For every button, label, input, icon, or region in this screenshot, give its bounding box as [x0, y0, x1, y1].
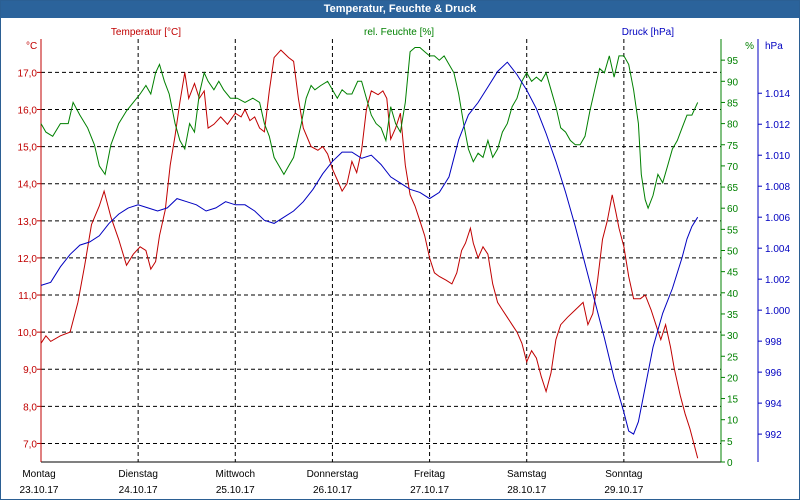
x-axis-day-label: Dienstag: [118, 469, 157, 480]
pressure-axis-ticks: 992 994 996 998 1.000 1.002 1.004 1.006 1.008 1.0…: [758, 41, 790, 441]
temperature-axis-ticks: 7,0 8,0 9,0 10,0 11,0 12,0 13,0 14,0 15,0 16,0 17,…: [18, 41, 41, 450]
pressure-tick-label: 1.002: [765, 275, 790, 286]
humidity-tick-label: 5: [727, 437, 733, 448]
series-layer: [40, 47, 699, 459]
x-axis-date-label: 24.10.17: [119, 485, 158, 496]
x-axis-date-label: 27.10.17: [410, 485, 449, 496]
chart-title: Temperatur, Feuchte & Druck: [1, 1, 799, 18]
x-axis-day-label: Samstag: [507, 469, 546, 480]
humidity-tick-label: 35: [727, 310, 739, 321]
x-axis-date-label: 25.10.17: [216, 485, 255, 496]
series-temperature-line: [40, 49, 699, 459]
humidity-tick-label: 40: [727, 289, 739, 300]
humidity-axis-ticks: 0 5 10 15 20 25 30 35 40 45 50 55 60 65 70 75 80 85 90 95%: [721, 41, 754, 469]
x-axis-date-label: 28.10.17: [507, 485, 546, 496]
humidity-tick-label: 15: [727, 395, 739, 406]
x-axis-day-label: Sonntag: [605, 469, 642, 480]
x-axis-day-label: Freitag: [414, 469, 445, 480]
pressure-tick-label: 994: [765, 399, 782, 410]
plot-frame: [40, 39, 759, 463]
pressure-tick-label: 1.010: [765, 151, 790, 162]
temperature-tick-label: 10,0: [18, 328, 38, 339]
pressure-tick-label: 1.000: [765, 306, 790, 317]
temperature-tick-label: 11,0: [18, 291, 37, 302]
humidity-tick-label: 60: [727, 204, 739, 215]
humidity-tick-label: 30: [727, 331, 739, 342]
temperature-tick-label: 13,0: [18, 217, 38, 228]
x-axis-day-label: Montag: [22, 469, 55, 480]
humidity-tick-label: 0: [727, 458, 733, 469]
pressure-tick-label: 992: [765, 430, 782, 441]
temperature-tick-label: 12,0: [18, 254, 38, 265]
series-pressure-line: [40, 61, 699, 435]
humidity-tick-label: 45: [727, 268, 739, 279]
humidity-unit: %: [745, 41, 754, 52]
pressure-tick-label: 998: [765, 337, 782, 348]
humidity-tick-label: 70: [727, 162, 739, 173]
temperature-unit: °C: [26, 41, 37, 52]
humidity-tick-label: 80: [727, 120, 739, 131]
pressure-unit: hPa: [765, 41, 783, 52]
x-axis-day-label: Donnerstag: [307, 469, 359, 480]
pressure-tick-label: 1.014: [765, 89, 790, 100]
pressure-tick-label: 1.006: [765, 213, 790, 224]
pressure-tick-label: 1.008: [765, 182, 790, 193]
humidity-tick-label: 65: [727, 183, 739, 194]
temperature-tick-label: 15,0: [18, 143, 38, 154]
x-axis-date-label: 29.10.17: [604, 485, 643, 496]
humidity-tick-label: 50: [727, 247, 739, 258]
x-axis-date-label: 26.10.17: [313, 485, 352, 496]
humidity-tick-label: 90: [727, 77, 739, 88]
temperature-tick-label: 7,0: [23, 439, 37, 450]
x-axis-day-label: Mittwoch: [216, 469, 255, 480]
humidity-tick-label: 55: [727, 225, 739, 236]
pressure-tick-label: 996: [765, 368, 782, 379]
grid: [41, 39, 721, 462]
humidity-tick-label: 10: [727, 416, 739, 427]
temperature-tick-label: 14,0: [18, 180, 38, 191]
axis-headers: Temperatur [°C] rel. Feuchte [%] Druck [hP…: [111, 27, 674, 38]
humidity-tick-label: 25: [727, 352, 739, 363]
pressure-tick-label: 1.012: [765, 120, 790, 131]
x-axis-date-label: 23.10.17: [20, 485, 59, 496]
humidity-tick-label: 75: [727, 141, 739, 152]
series-humidity-line: [40, 47, 699, 210]
humidity-tick-label: 85: [727, 98, 739, 109]
pressure-axis-title: Druck [hPa]: [622, 27, 674, 38]
temperature-tick-label: 16,0: [18, 106, 38, 117]
temperature-tick-label: 17,0: [18, 68, 38, 79]
humidity-tick-label: 95: [727, 56, 739, 67]
pressure-tick-label: 1.004: [765, 244, 790, 255]
x-axis-labels: Montag 23.10.17 Dienstag 24.10.17 Mittwoch 25…: [20, 469, 644, 496]
temperature-axis-title: Temperatur [°C]: [111, 27, 181, 38]
humidity-axis-title: rel. Feuchte [%]: [364, 27, 434, 38]
temperature-tick-label: 9,0: [23, 365, 37, 376]
temperature-tick-label: 8,0: [23, 402, 37, 413]
humidity-tick-label: 20: [727, 373, 739, 384]
